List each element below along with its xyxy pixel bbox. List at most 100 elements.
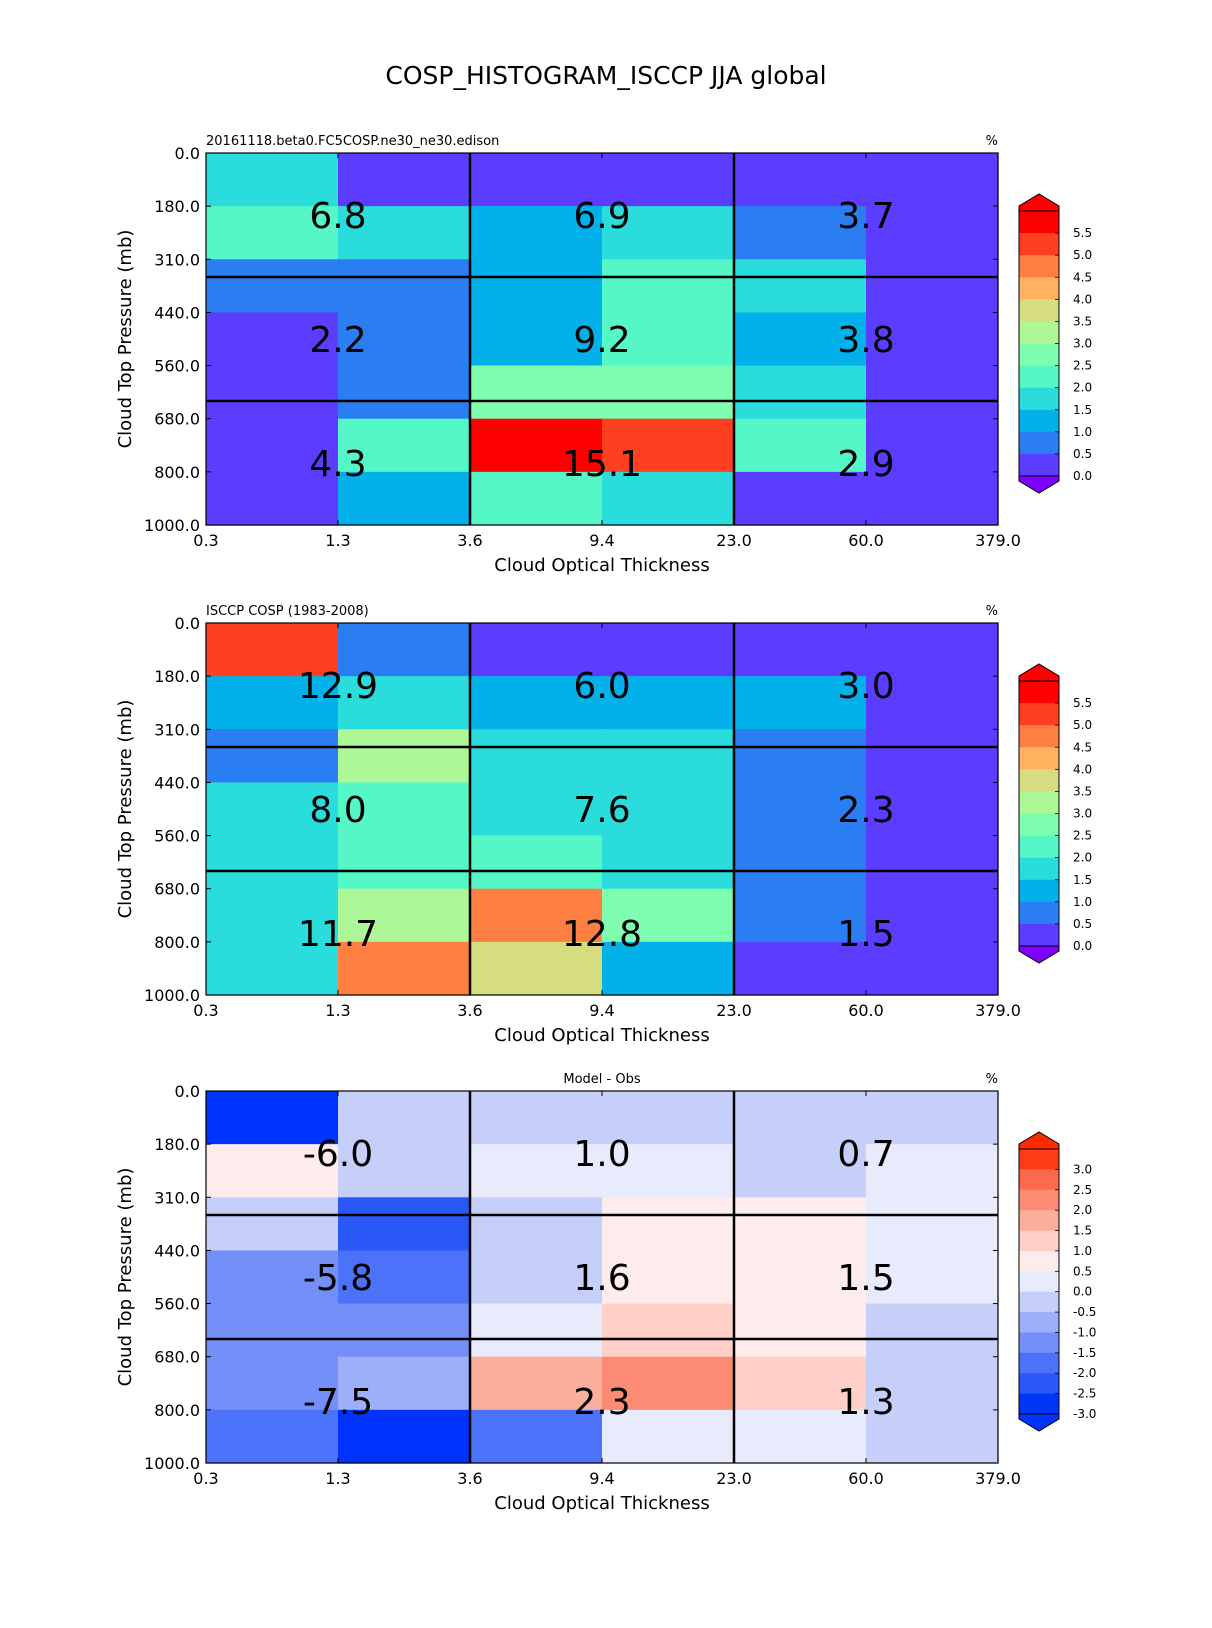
x-tick-label: 379.0 [975, 531, 1021, 550]
colorbar-tick-label: 0.0 [1073, 1285, 1092, 1299]
heatmap-cell [866, 782, 999, 837]
heatmap-cell [470, 1197, 603, 1252]
colorbar-tick-label: 5.5 [1073, 226, 1092, 240]
block-value-label: 1.0 [573, 1134, 630, 1175]
colorbar-tick-label: 2.0 [1073, 1203, 1092, 1217]
colorbar-segment [1019, 813, 1059, 837]
block-value-label: 12.9 [298, 666, 378, 707]
heatmap-cell [602, 782, 735, 837]
heatmap-cell [338, 676, 471, 730]
colorbar-segment [1019, 1271, 1059, 1293]
heatmap-cell [602, 418, 735, 473]
colorbar-tick-label: -3.0 [1073, 1407, 1096, 1421]
block-value-label: 11.7 [298, 914, 378, 955]
colorbar-under-triangle [1018, 1413, 1060, 1432]
x-axis-label: Cloud Optical Thickness [494, 555, 709, 576]
heatmap-cell [602, 1144, 735, 1198]
y-tick-label: 800.0 [154, 463, 200, 482]
colorbar-tick-label: -2.0 [1073, 1366, 1096, 1380]
subplot-title: ISCCP COSP (1983-2008) [206, 604, 369, 619]
block-value-label: 6.9 [573, 196, 630, 237]
heatmap-cell [338, 1091, 471, 1145]
x-tick-label: 9.4 [589, 1001, 614, 1020]
colorbar-tick-label: -1.5 [1073, 1346, 1096, 1360]
y-tick-label: 0.0 [175, 614, 200, 633]
colorbar-under-triangle [1018, 475, 1060, 494]
colorbar-segment [1019, 703, 1059, 726]
heatmap-cell [206, 676, 339, 730]
heatmap-cell [338, 888, 471, 943]
block-value-label: -6.0 [303, 1134, 373, 1175]
y-tick-label: 560.0 [154, 357, 200, 376]
block-value-label: 8.0 [309, 790, 366, 831]
x-tick-label: 379.0 [975, 1001, 1021, 1020]
heatmap-cell [734, 835, 867, 890]
heatmap-cell [866, 729, 999, 784]
block-value-label: 1.5 [837, 1258, 894, 1299]
y-tick-label: 1000.0 [144, 516, 200, 535]
y-tick-label: 680.0 [154, 880, 200, 899]
colorbar-segment [1019, 343, 1059, 367]
panels-group: 6.8 6.9 3.7 2.2 9.2 3.8 4.3 15.1 2.9 0.3 1.3 3.6 9.4… [115, 134, 1096, 1514]
heatmap-cell [866, 1356, 999, 1411]
colorbar-tick-label: 3.0 [1073, 337, 1092, 351]
heatmap-cell [602, 1356, 735, 1411]
heatmap-cell [866, 835, 999, 890]
heatmap-cell [602, 1303, 735, 1358]
heatmap-cell [470, 623, 603, 677]
x-tick-label: 379.0 [975, 1469, 1021, 1488]
heatmap-cell [338, 1409, 471, 1464]
colorbar-frame [1018, 1148, 1060, 1415]
x-tick-label: 23.0 [716, 1001, 752, 1020]
heatmap-cell [866, 1250, 999, 1305]
colorbar-segment [1019, 409, 1059, 433]
colorbar-segment [1019, 747, 1059, 770]
y-tick-label: 440.0 [154, 1241, 200, 1260]
colorbar: 5.5 5.0 4.5 4.0 3.5 3.0 2.5 2.0 1.5 1.0 0.5 0.0 [1018, 663, 1092, 964]
colorbar-tick-label: 3.5 [1073, 314, 1092, 328]
heatmap-cell [338, 471, 471, 526]
y-tick-label: 1000.0 [144, 1454, 200, 1473]
heatmap-cell [734, 1091, 867, 1145]
subplot-title: 20161118.beta0.FC5COSP.ne30_ne30.edison [206, 134, 499, 149]
figure-title: COSP_HISTOGRAM_ISCCP JJA global [385, 61, 826, 90]
block-value-label: -7.5 [303, 1382, 373, 1423]
heatmap-cell [734, 782, 867, 837]
units-label: % [986, 1072, 998, 1087]
heatmap-cell [866, 676, 999, 730]
x-tick-label: 23.0 [716, 1469, 752, 1488]
colorbar-segment [1019, 365, 1059, 389]
heatmap-cell [206, 1144, 339, 1198]
heatmap-cell [470, 729, 603, 784]
heatmap-cell [338, 1144, 471, 1198]
heatmap-cell [338, 153, 471, 207]
heatmap-cell [602, 729, 735, 784]
heatmap-cell [734, 729, 867, 784]
colorbar-segment [1019, 1352, 1059, 1374]
colorbar-tick-label: 4.0 [1073, 762, 1092, 776]
colorbar-segment [1019, 1169, 1059, 1191]
heatmap-cell [602, 1409, 735, 1464]
block-value-label: 12.8 [562, 914, 642, 955]
heatmap-cell [338, 365, 471, 420]
heatmap-cells [206, 153, 999, 526]
colorbar-tick-label: 3.0 [1073, 1162, 1092, 1176]
heatmap-cell [866, 471, 999, 526]
block-value-label: 1.5 [837, 914, 894, 955]
block-value-label: 0.7 [837, 1134, 894, 1175]
subplot-title: Model - Obs [563, 1072, 640, 1087]
block-value-label: 3.8 [837, 320, 894, 361]
colorbar: 5.5 5.0 4.5 4.0 3.5 3.0 2.5 2.0 1.5 1.0 0.5 0.0 [1018, 193, 1092, 494]
heatmap-cell [338, 729, 471, 784]
y-tick-label: 180.0 [154, 1135, 200, 1154]
colorbar-segment [1019, 901, 1059, 925]
colorbar-tick-label: -0.5 [1073, 1305, 1096, 1319]
y-tick-label: 180.0 [154, 667, 200, 686]
block-value-label: 3.0 [837, 666, 894, 707]
x-tick-label: 1.3 [325, 1469, 350, 1488]
colorbar-segment [1019, 1373, 1059, 1395]
colorbar-segment [1019, 1393, 1059, 1415]
colorbar-segment [1019, 1210, 1059, 1232]
